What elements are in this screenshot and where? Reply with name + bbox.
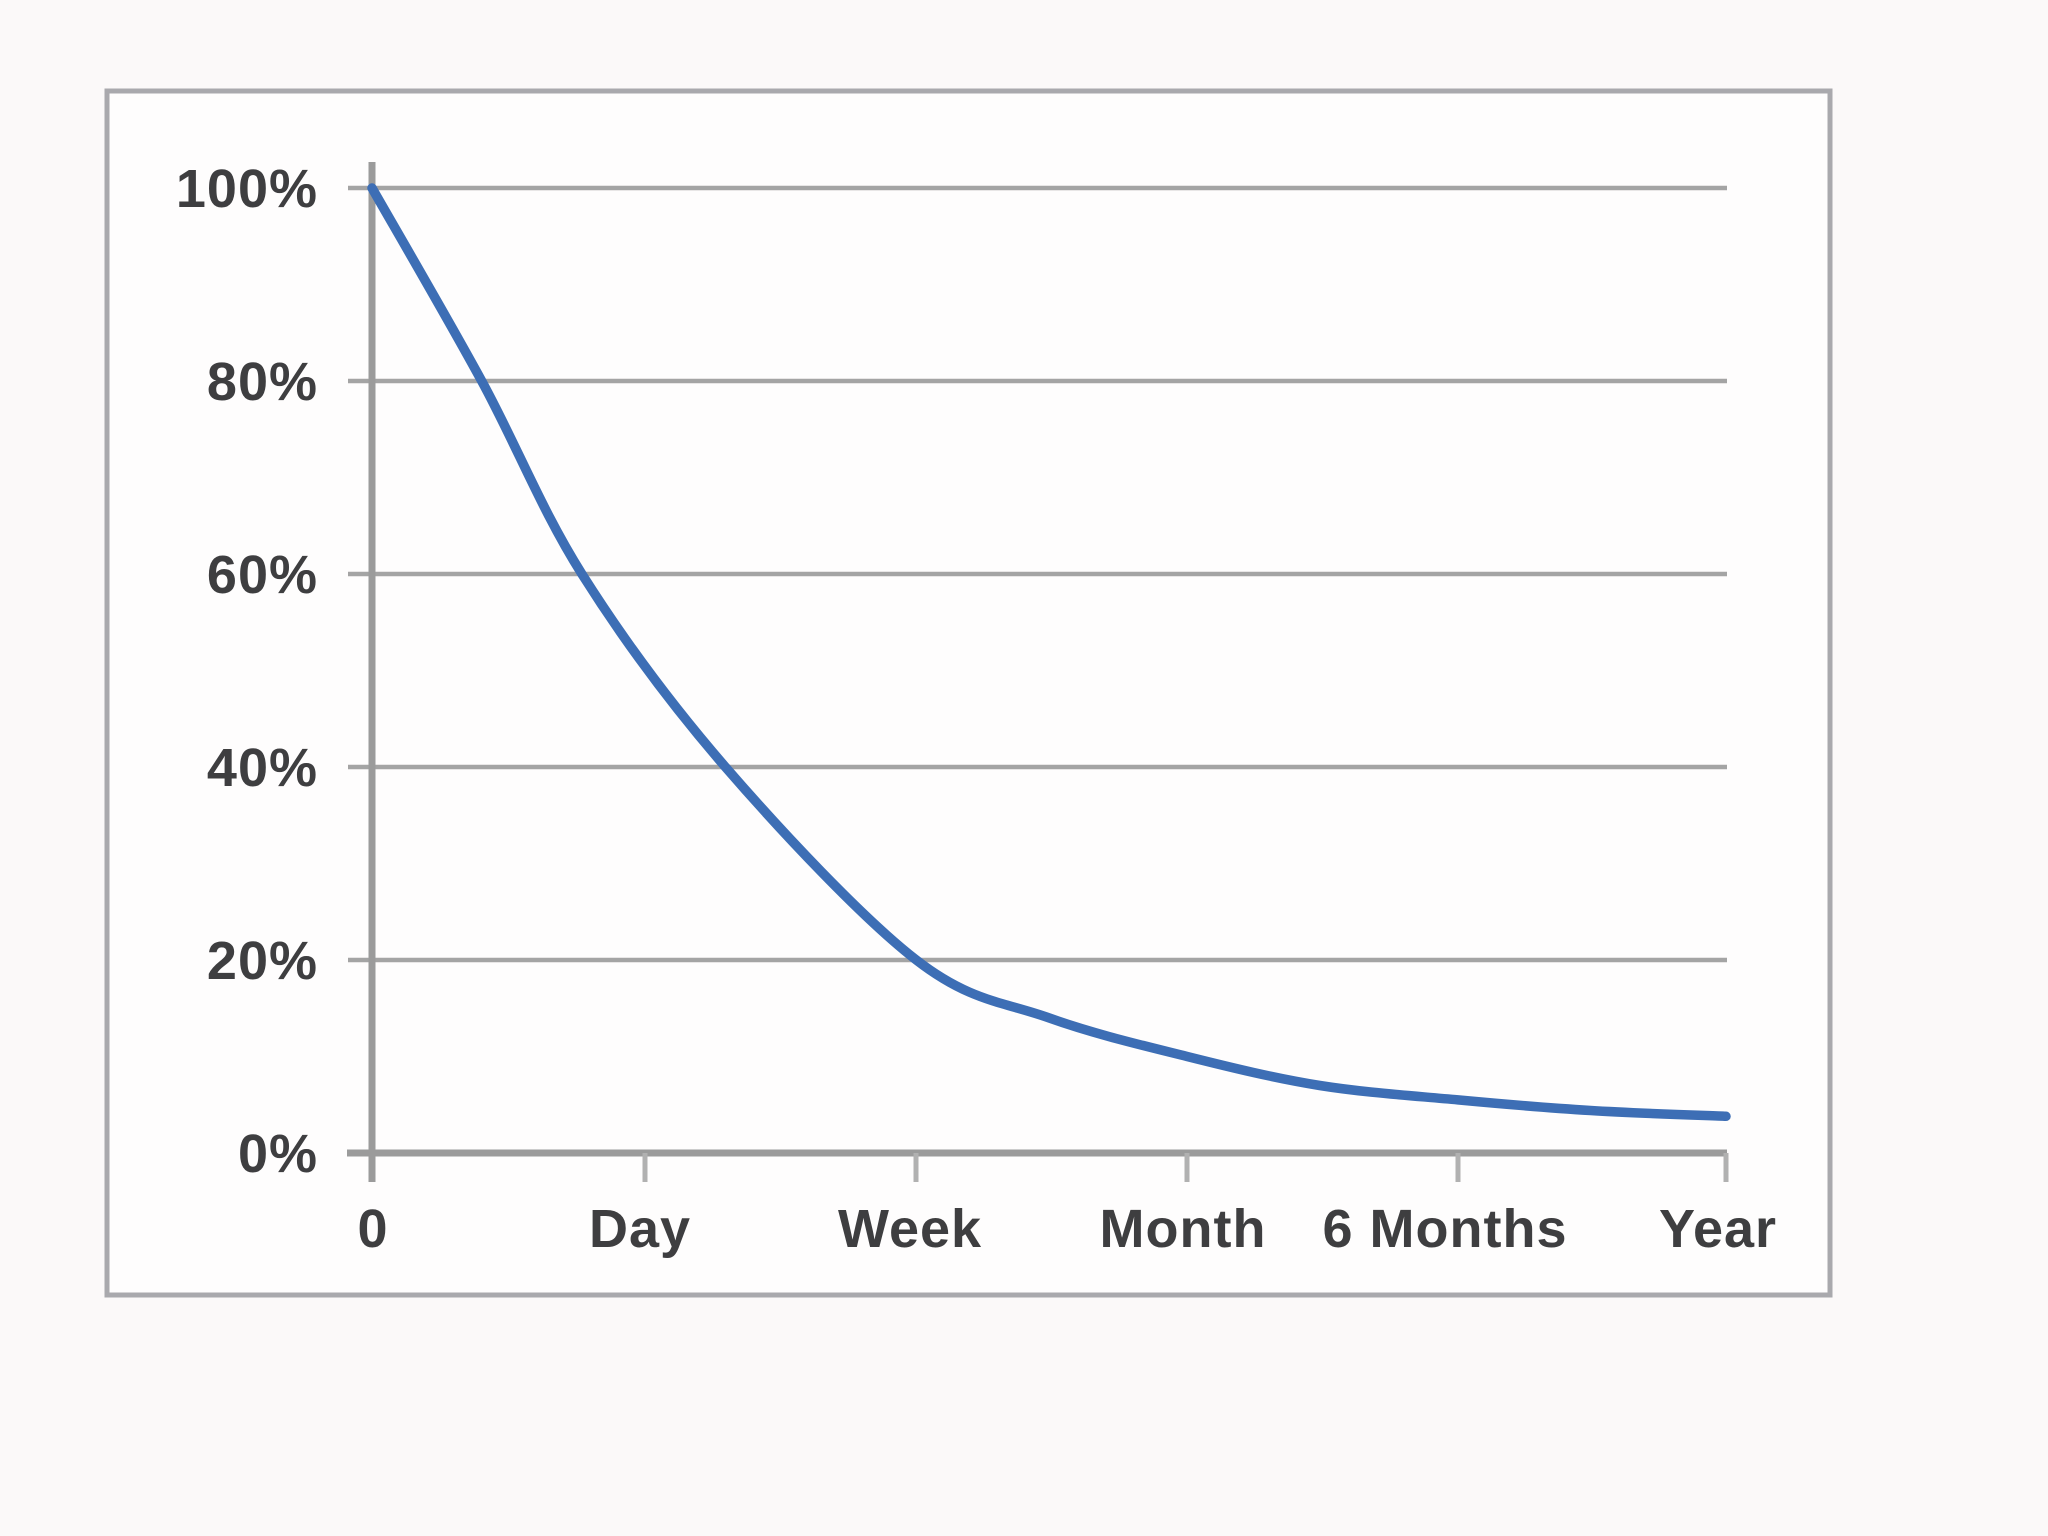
y-axis-labels: 100% 80% 60% 40% 20% 0% [176, 159, 318, 1184]
x-tick-marks [642, 1153, 1729, 1182]
y-tick-label-100: 100% [176, 159, 318, 219]
x-tick-label-week: Week [838, 1199, 982, 1259]
x-tick-label-year: Year [1659, 1199, 1777, 1259]
y-tick-label-20: 20% [207, 931, 318, 991]
y-tick-label-60: 60% [207, 545, 318, 605]
x-tick-label-month: Month [1100, 1199, 1267, 1259]
chart-border [104, 88, 1833, 1298]
x-tick-label-0: 0 [357, 1199, 388, 1259]
x-tick-label-day: Day [589, 1199, 691, 1259]
y-tick-label-40: 40% [207, 738, 318, 798]
x-axis-labels: 0 Day Week Month 6 Months Year [357, 1199, 1777, 1259]
x-tick-label-6months: 6 Months [1323, 1199, 1568, 1259]
y-tick-label-0: 0% [238, 1124, 318, 1184]
y-tick-label-80: 80% [207, 352, 318, 412]
retention-curve-line [367, 183, 1731, 1122]
